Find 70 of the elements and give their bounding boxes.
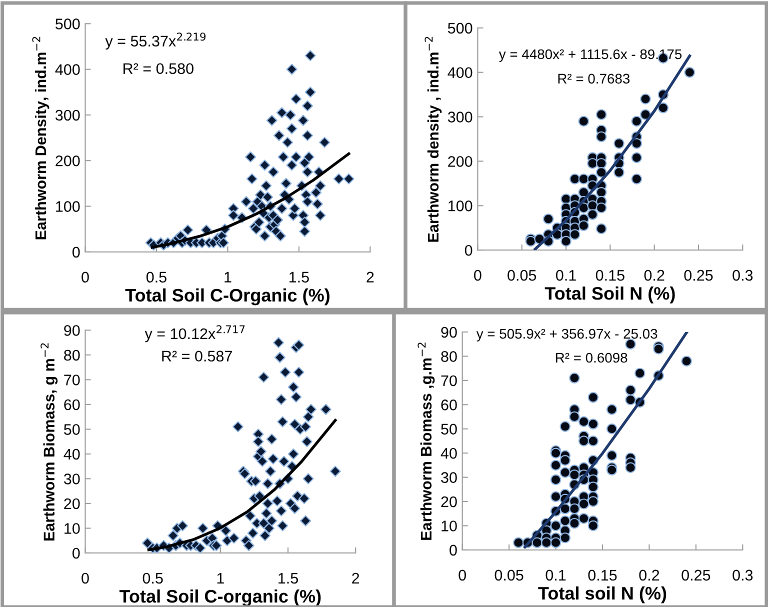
- y-tick-label: 0: [72, 246, 80, 258]
- y-tick-label: 0: [464, 244, 472, 256]
- x-tick-label: 2: [366, 272, 374, 282]
- y-tick-label: 40: [64, 448, 80, 460]
- y-tick-label: 50: [64, 424, 80, 435]
- y-tick-label: 20: [64, 498, 80, 510]
- y-tick-label: 300: [55, 110, 80, 121]
- y-tick-label: 90: [441, 326, 457, 338]
- annotation: y = 10.12x$^{2.717}$: [144, 325, 245, 342]
- y-tick-label: 100: [448, 200, 472, 212]
- y-tick-label: 60: [64, 399, 80, 410]
- x-tick-label: 0.2: [644, 270, 664, 281]
- y-tick-label: 0: [450, 544, 457, 556]
- y-tick-label: 60: [441, 400, 457, 410]
- y-tick-label: 70: [441, 375, 457, 386]
- annotation: R² = 0.7683: [558, 74, 630, 84]
- x-tick-label: 0.05: [508, 270, 536, 281]
- y-tick-label: 200: [56, 155, 80, 166]
- x-tick-label: 0: [82, 572, 89, 584]
- x-tick-label: 0.1: [556, 270, 576, 281]
- x-tick-label: 1: [224, 272, 232, 282]
- x-tick-label: 1: [217, 572, 224, 584]
- x-tick-label: 0.1: [546, 570, 566, 581]
- x-axis-title: Total Soil N (%): [544, 286, 675, 304]
- annotation: R² = 0.6098: [556, 352, 628, 363]
- annotation: y = 55.37x$^{2.219}$: [105, 32, 206, 50]
- x-tick-label: 0.5: [142, 572, 163, 584]
- y-tick-label: 500: [448, 22, 472, 34]
- y-tick-label: 30: [64, 474, 80, 484]
- y-tick-label: 70: [64, 374, 80, 386]
- y-axis-title: Earthworm density , ind.m$^{−2}$: [424, 36, 442, 242]
- y-tick-label: 400: [448, 67, 472, 78]
- y-axis-title: Earthworm Density, ind.m$^{−2}$: [32, 36, 50, 240]
- y-tick-label: 50: [441, 424, 457, 435]
- x-tick-label: 0.3: [732, 570, 753, 581]
- y-tick-label: 0: [72, 548, 80, 559]
- x-tick-label: 0.15: [588, 570, 617, 581]
- y-tick-label: 80: [64, 350, 80, 361]
- x-tick-label: 0: [82, 272, 89, 283]
- x-tick-label: 0.15: [596, 270, 624, 281]
- x-tick-label: 0.25: [682, 570, 710, 581]
- y-axis-title: Earthworm Biomass, g m$^{−2}$: [40, 343, 58, 540]
- y-tick-label: 30: [441, 472, 457, 483]
- x-axis-title: Total soil N (%): [538, 586, 666, 604]
- x-tick-label: 0.5: [146, 272, 166, 283]
- x-tick-label: 0.05: [494, 570, 524, 581]
- y-tick-label: 100: [56, 201, 80, 212]
- x-tick-label: 0: [474, 270, 482, 281]
- x-tick-label: 0.25: [684, 270, 713, 281]
- x-tick-label: 2: [352, 572, 360, 584]
- y-tick-label: 90: [64, 325, 80, 336]
- x-axis-title: Total Soil C-Organic (%): [125, 288, 330, 306]
- y-tick-label: 200: [448, 156, 472, 167]
- x-tick-label: 0.2: [639, 570, 660, 581]
- annotation: y = 505.9x² + 356.97x - 25.03: [476, 328, 658, 342]
- annotation: R² = 0.580: [124, 63, 194, 74]
- y-tick-label: 500: [56, 18, 80, 30]
- y-tick-label: 400: [55, 64, 80, 76]
- y-tick-label: 40: [440, 448, 457, 459]
- y-tick-label: 10: [64, 523, 80, 534]
- x-tick-label: 1.5: [278, 572, 298, 584]
- x-axis-title: Total Soil C-organic (%): [119, 589, 321, 606]
- y-tick-label: 10: [442, 520, 457, 532]
- x-tick-label: 0.3: [732, 270, 753, 281]
- x-tick-label: 1.5: [289, 272, 309, 283]
- y-tick-label: 80: [441, 351, 457, 362]
- y-axis-title: Earthworm Biomass ,g.m$^{−2}$: [418, 342, 435, 540]
- annotation: R² = 0.587: [162, 350, 232, 362]
- y-tick-label: 300: [448, 112, 472, 122]
- y-tick-label: 20: [441, 496, 457, 508]
